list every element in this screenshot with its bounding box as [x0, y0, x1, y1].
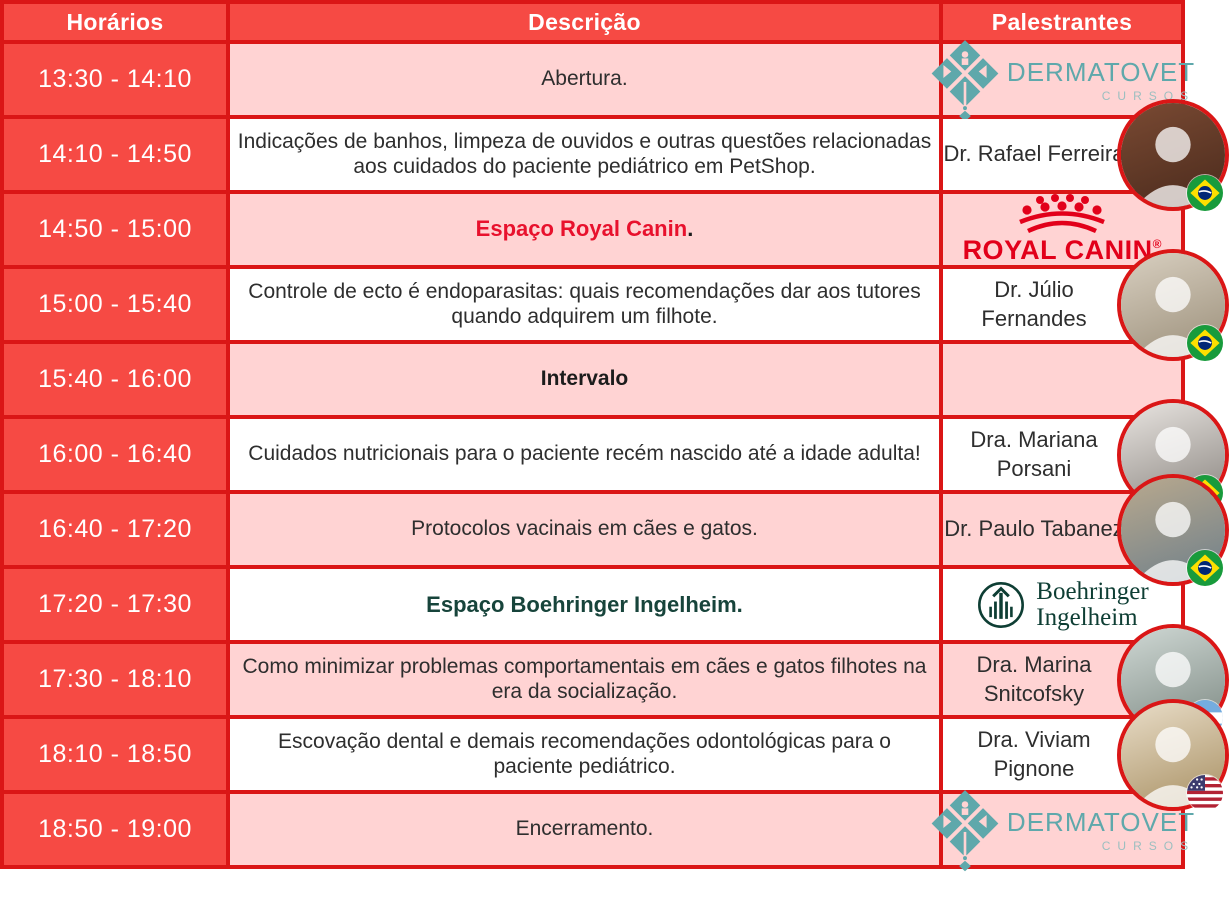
boehringer-logo-line1: Boehringer — [1036, 578, 1149, 605]
description-text: Como minimizar problemas comportamentais… — [230, 644, 943, 719]
time-slot: 17:30 - 18:10 — [4, 644, 230, 719]
description-text: Escovação dental e demais recomendações … — [230, 719, 943, 794]
speaker-name: Dra. Marina Snitcofsky — [976, 651, 1092, 706]
table-header-row: Horários Descrição Palestrantes — [4, 4, 1185, 44]
speaker-cell: DERMATOVET CURSOS — [931, 789, 1194, 871]
description-text: Intervalo — [230, 344, 943, 419]
header-time: Horários — [4, 4, 230, 44]
dermatovet-logo-text: DERMATOVET — [1006, 806, 1196, 837]
speaker-cell: Dr. Paulo Tabanez — [943, 473, 1229, 586]
description-text: Espaço Boehringer Ingelheim. — [230, 569, 943, 644]
dermatovet-cursos-text: CURSOS — [1101, 838, 1196, 853]
dermatovet-diamond-icon — [931, 789, 999, 871]
table-row: 14:50 - 15:00 Espaço Royal Canin. ROYAL … — [4, 194, 1185, 269]
table-row: 16:00 - 16:40 Cuidados nutricionais para… — [4, 398, 1229, 511]
table-row: 13:30 - 14:10 Abertura. — [4, 39, 1194, 121]
royal-canin-logo: ROYAL CANIN ® — [962, 193, 1162, 266]
speaker-photo — [1117, 98, 1229, 211]
speaker-photo — [1117, 248, 1229, 361]
boehringer-session-title: Espaço Boehringer Ingelheim. — [426, 591, 743, 617]
time-slot: 16:40 - 17:20 — [4, 494, 230, 569]
brazil-flag-icon — [1187, 324, 1223, 361]
table-row: 14:10 - 14:50 Indicações de banhos, limp… — [4, 98, 1229, 211]
time-slot: 15:40 - 16:00 — [4, 344, 230, 419]
registered-mark: ® — [1152, 237, 1162, 251]
usa-flag-icon — [1187, 774, 1223, 811]
boehringer-ingelheim-logo: Boehringer Ingelheim — [975, 578, 1149, 631]
boehringer-logo-line2: Ingelheim — [1036, 603, 1138, 631]
description-text: Controle de ecto é endoparasitas: quais … — [230, 269, 943, 344]
description-text: Protocolos vacinais em cães e gatos. — [230, 494, 943, 569]
period: . — [687, 216, 694, 242]
dermatovet-logo: DERMATOVET CURSOS — [929, 787, 1195, 873]
speaker-cell: Dra. Viviam Pignone — [943, 698, 1229, 811]
time-slot: 14:10 - 14:50 — [4, 119, 230, 194]
description-text: Abertura. — [230, 44, 943, 119]
speaker-name: Dr. Rafael Ferreira — [943, 141, 1125, 167]
royal-canin-logo-text: ROYAL CANIN — [962, 235, 1153, 265]
table-row: 16:40 - 17:20 Protocolos vacinais em cãe… — [4, 473, 1229, 586]
speaker-name: Dr. Paulo Tabanez — [944, 516, 1124, 542]
description-text: Espaço Royal Canin. — [230, 194, 943, 269]
speaker-name: Dra. Viviam Pignone — [977, 726, 1091, 781]
header-description: Descrição — [230, 4, 943, 44]
speaker-cell: Dr. Rafael Ferreira — [943, 98, 1229, 211]
brazil-flag-icon — [1187, 174, 1223, 211]
speaker-name: Dra. Mariana Porsani — [970, 426, 1098, 481]
boehringer-circle-icon — [978, 581, 1025, 628]
royal-canin-crown-icon — [1019, 194, 1105, 234]
time-slot: 13:30 - 14:10 — [4, 44, 230, 119]
time-slot: 17:20 - 17:30 — [4, 569, 230, 644]
time-slot: 18:10 - 18:50 — [4, 719, 230, 794]
schedule-table: Horários Descrição Palestrantes 13:30 - … — [0, 0, 1229, 871]
table-row: 17:30 - 18:10 Como minimizar problemas c… — [4, 623, 1229, 736]
description-text: Cuidados nutricionais para o paciente re… — [230, 419, 943, 494]
speaker-name: Dr. Júlio Fernandes — [981, 276, 1087, 331]
table-row: 15:40 - 16:00 Intervalo — [4, 344, 1185, 419]
time-slot: 14:50 - 15:00 — [4, 194, 230, 269]
time-slot: 18:50 - 19:00 — [4, 794, 230, 869]
royal-canin-session-title: Espaço Royal Canin — [475, 216, 688, 242]
speaker-photo — [1117, 473, 1229, 586]
brazil-flag-icon — [1187, 549, 1223, 586]
table-row: 18:10 - 18:50 Escovação dental e demais … — [4, 698, 1229, 811]
time-slot: 16:00 - 16:40 — [4, 419, 230, 494]
dermatovet-logo-text: DERMATOVET — [1006, 56, 1196, 87]
header-speakers: Palestrantes — [943, 4, 1185, 44]
table-row: 17:20 - 17:30 Espaço Boehringer Ingelhei… — [4, 569, 1185, 644]
table-row: 18:50 - 19:00 Encerramento. — [4, 789, 1194, 871]
time-slot: 15:00 - 15:40 — [4, 269, 230, 344]
description-text: Indicações de banhos, limpeza de ouvidos… — [230, 119, 943, 194]
table-row: 15:00 - 15:40 Controle de ecto é endopar… — [4, 248, 1229, 361]
dermatovet-diamond-icon — [931, 39, 999, 121]
description-text: Encerramento. — [230, 794, 943, 869]
speaker-cell: Dr. Júlio Fernandes — [943, 248, 1229, 361]
speaker-photo — [1117, 698, 1229, 811]
